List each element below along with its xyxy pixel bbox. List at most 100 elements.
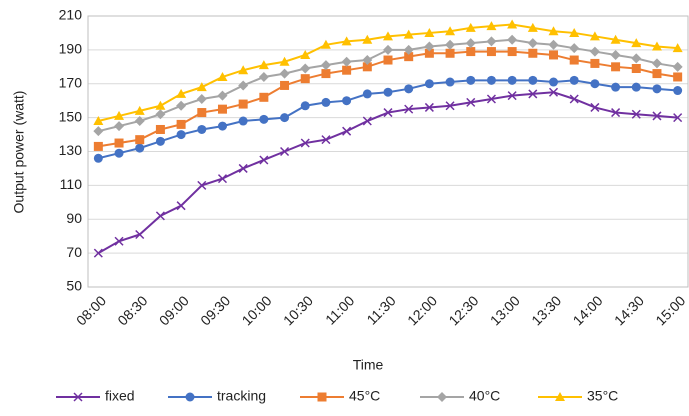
marker [114, 148, 124, 158]
y-tick-label: 210 [59, 7, 83, 23]
x-tick-label: 11:30 [363, 292, 399, 328]
marker [114, 236, 124, 246]
marker [651, 58, 662, 69]
marker [342, 126, 352, 136]
marker [466, 97, 476, 107]
marker [631, 109, 641, 119]
marker [176, 88, 187, 98]
marker [611, 108, 621, 118]
marker [258, 60, 269, 70]
marker [590, 58, 600, 68]
marker [238, 163, 248, 173]
marker [631, 38, 642, 48]
marker [507, 19, 518, 29]
marker [93, 126, 104, 137]
legend-label: 40°C [469, 388, 500, 404]
marker [383, 44, 393, 55]
x-tick-label: 14:00 [570, 292, 606, 328]
marker [259, 155, 269, 165]
x-tick-label: 12:00 [404, 292, 440, 328]
marker [362, 62, 372, 72]
marker [135, 143, 145, 153]
marker [403, 29, 414, 39]
marker [93, 116, 104, 126]
marker [114, 110, 125, 120]
x-tick-label: 12:30 [445, 292, 481, 328]
marker [445, 26, 456, 36]
marker [383, 55, 393, 65]
legend-item: 35°C [538, 388, 618, 404]
legend-label: fixed [105, 388, 135, 404]
marker [549, 77, 559, 87]
marker [93, 153, 103, 163]
marker [362, 89, 372, 99]
x-tick-label: 13:30 [528, 292, 564, 328]
marker [549, 50, 559, 60]
marker [527, 22, 538, 32]
marker [569, 75, 579, 85]
marker [507, 91, 517, 101]
y-tick-label: 50 [66, 278, 82, 294]
marker [528, 89, 538, 99]
marker [196, 93, 207, 104]
marker [217, 104, 227, 114]
marker [362, 55, 373, 66]
marker [176, 119, 186, 129]
marker [589, 46, 600, 57]
marker [486, 21, 497, 31]
marker [197, 180, 207, 190]
marker [197, 124, 207, 134]
marker [300, 101, 310, 111]
marker [610, 34, 621, 44]
x-tick-label: 14:30 [611, 292, 647, 328]
marker [155, 124, 165, 134]
marker [466, 47, 476, 57]
marker [362, 116, 372, 126]
marker [548, 26, 559, 36]
y-tick-label: 110 [60, 176, 83, 192]
plot-frame [87, 15, 689, 288]
marker [300, 74, 310, 84]
x-axis-title: Time [353, 357, 384, 373]
marker [383, 87, 393, 97]
marker [404, 84, 414, 94]
marker [321, 97, 331, 107]
marker [590, 102, 600, 112]
marker [134, 116, 145, 127]
x-tick-label: 15:00 [652, 292, 688, 328]
marker [528, 48, 538, 58]
marker [424, 41, 435, 52]
marker [611, 82, 621, 92]
marker [217, 121, 227, 131]
marker [279, 56, 290, 66]
x-tick-label: 13:00 [487, 292, 523, 328]
marker [280, 80, 290, 90]
marker [424, 48, 434, 58]
marker [341, 56, 352, 67]
marker [528, 75, 538, 85]
x-tick-label: 10:00 [239, 292, 275, 328]
legend-label: tracking [217, 388, 266, 404]
marker [486, 47, 496, 57]
marker [93, 141, 103, 151]
marker [280, 146, 290, 157]
marker [176, 201, 186, 211]
marker [258, 71, 269, 82]
marker [135, 229, 145, 240]
x-tick-label: 11:00 [322, 292, 358, 328]
x-tick-label: 08:00 [73, 292, 109, 328]
marker [548, 87, 559, 97]
marker [486, 75, 496, 85]
marker [196, 82, 207, 92]
marker [321, 69, 331, 79]
legend-item: 45°C [300, 388, 380, 404]
marker [610, 49, 621, 60]
marker [486, 36, 497, 47]
x-tick-label: 08:30 [114, 292, 150, 328]
marker [445, 48, 455, 58]
marker [507, 75, 517, 85]
marker [424, 79, 434, 89]
series-line [97, 91, 678, 254]
marker [465, 38, 476, 49]
